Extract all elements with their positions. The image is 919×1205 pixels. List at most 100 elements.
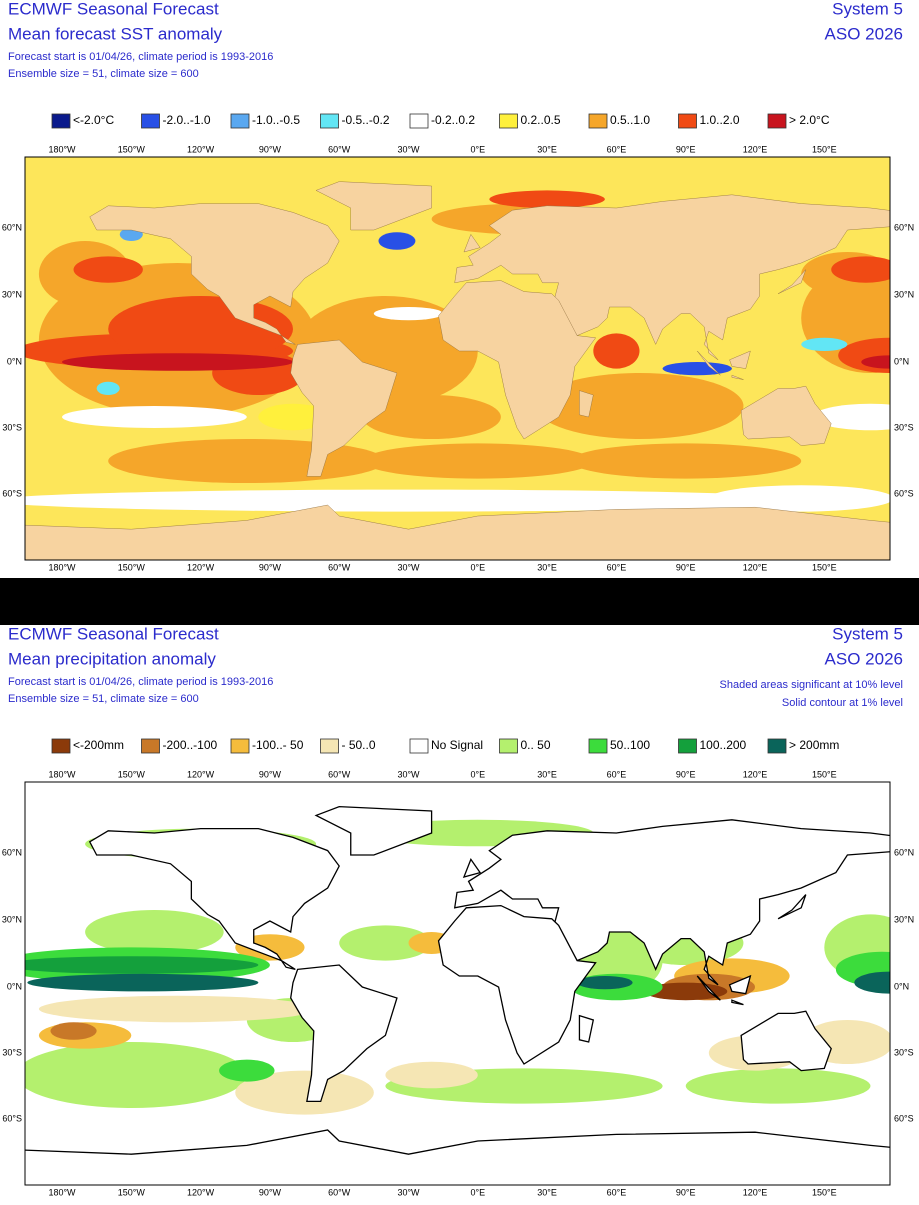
panel: ECMWF Seasonal Forecast Mean precipitatio… (2, 624, 914, 1197)
lon-label: 120°W (187, 769, 215, 779)
lat-label: 60°S (2, 1113, 22, 1123)
land (731, 999, 744, 1006)
lon-label: 90°W (259, 769, 282, 779)
anomaly-area (50, 1022, 97, 1040)
header-note: Forecast start is 01/04/26, climate peri… (8, 51, 273, 63)
lon-label: 60°E (607, 144, 627, 154)
land (777, 269, 807, 294)
land (579, 390, 594, 418)
lon-label: 60°E (607, 1187, 627, 1197)
lon-label: 0°E (470, 562, 485, 572)
land (25, 504, 890, 560)
lon-label: 60°E (607, 562, 627, 572)
lon-label: 90°E (676, 1187, 696, 1197)
legend-label: <-200mm (73, 738, 124, 752)
lat-label: 30°S (2, 1047, 22, 1057)
land (463, 233, 481, 253)
legend-swatch (141, 738, 160, 754)
lat-label: 60°S (2, 488, 22, 498)
header-title: Mean precipitation anomaly (8, 649, 216, 668)
land (314, 805, 433, 856)
header-note: Shaded areas significant at 10% level (720, 679, 903, 691)
lat-label: 30°N (2, 289, 22, 299)
lon-label: 180°W (48, 769, 76, 779)
anomaly-area (362, 395, 501, 439)
legend-label: 0.2..0.5 (521, 113, 561, 127)
legend-swatch (678, 113, 697, 129)
lat-label: 30°N (2, 914, 22, 924)
anomaly-area (27, 973, 259, 992)
anomaly-area (812, 403, 890, 431)
legend-swatch (767, 738, 787, 754)
lat-label: 60°N (894, 847, 914, 857)
header-title: System 5 (832, 624, 903, 643)
legend-label: 1.0..2.0 (700, 113, 740, 127)
land (728, 974, 752, 995)
panel: ECMWF Seasonal Forecast Mean forecast SST… (2, 0, 914, 572)
anomaly-area (593, 333, 640, 369)
land (729, 350, 751, 369)
lon-label: 60°W (328, 769, 351, 779)
lon-label: 90°E (676, 144, 696, 154)
lon-label: 150°E (812, 769, 837, 779)
map (25, 782, 890, 1185)
anomaly-area (685, 1068, 871, 1104)
land (462, 858, 482, 878)
legend-label: 100..200 (700, 738, 747, 752)
legend-label: > 2.0°C (789, 113, 830, 127)
legend-swatch (409, 113, 429, 129)
legend-label: -0.5..-0.2 (342, 113, 390, 127)
land (731, 374, 744, 380)
lat-label: 60°N (2, 222, 22, 232)
legend-label: -100..- 50 (252, 738, 304, 752)
lat-label: 30°S (2, 422, 22, 432)
lon-label: 150°E (812, 562, 837, 572)
anomaly-area (235, 1070, 374, 1115)
legend-label: -200..-100 (163, 738, 218, 752)
land (740, 385, 832, 446)
header-note: Ensemble size = 51, climate size = 600 (8, 68, 199, 80)
land (437, 904, 597, 1065)
anomaly-area (38, 995, 317, 1023)
lon-label: 120°W (187, 1187, 215, 1197)
legend-swatch (409, 738, 429, 754)
land (777, 894, 807, 920)
lon-label: 180°W (48, 1187, 76, 1197)
anomaly-area (385, 1061, 478, 1089)
legend-swatch (588, 113, 608, 129)
anomaly-area (577, 976, 633, 990)
legend-swatch (320, 738, 339, 754)
land (89, 203, 340, 345)
anomaly-area (339, 925, 432, 961)
anomaly-area (854, 971, 890, 994)
anomaly-area (25, 1042, 247, 1108)
land (438, 280, 596, 440)
land (315, 181, 432, 231)
land (25, 1129, 890, 1185)
lon-label: 90°W (259, 144, 282, 154)
anomaly-area (61, 406, 247, 428)
lat-label: 0°N (894, 356, 909, 366)
anomaly-area (219, 1059, 275, 1082)
lon-label: 150°W (118, 769, 146, 779)
legend-swatch (141, 113, 160, 129)
lat-label: 0°N (7, 981, 22, 991)
lat-label: 30°N (894, 289, 914, 299)
land (697, 350, 721, 376)
legend-label: 50..100 (610, 738, 650, 752)
header-title: ECMWF Seasonal Forecast (8, 0, 219, 18)
lon-label: 30°W (397, 1187, 420, 1197)
land (290, 339, 398, 477)
anomaly-area (62, 353, 293, 371)
lon-label: 0°E (470, 769, 485, 779)
header-note: Forecast start is 01/04/26, climate peri… (8, 676, 273, 688)
lat-label: 30°S (894, 1047, 914, 1057)
legend-swatch (230, 738, 250, 754)
land (696, 975, 721, 1001)
header-title: ASO 2026 (825, 649, 903, 668)
lon-label: 120°E (743, 562, 768, 572)
legend-swatch (588, 738, 608, 754)
lon-label: 30°W (397, 144, 420, 154)
land (290, 964, 398, 1103)
